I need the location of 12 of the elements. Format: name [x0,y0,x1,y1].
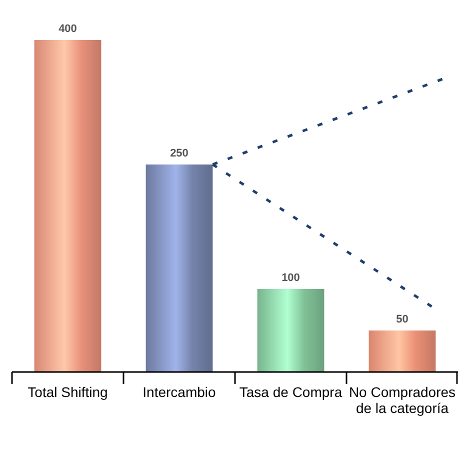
x-tick-label: Intercambio [142,384,216,400]
bar [257,289,324,372]
bar [34,40,102,372]
data-label: 400 [58,23,77,35]
data-label: 50 [396,314,408,326]
bar [146,164,213,372]
x-tick-label: No Compradores de la categoría [348,384,456,416]
data-label: 250 [170,148,188,160]
data-label: 100 [282,272,300,284]
x-tick-label: Total Shifting [28,384,108,400]
bar [368,330,436,372]
x-tick-label: Tasa de Compra [239,384,342,400]
